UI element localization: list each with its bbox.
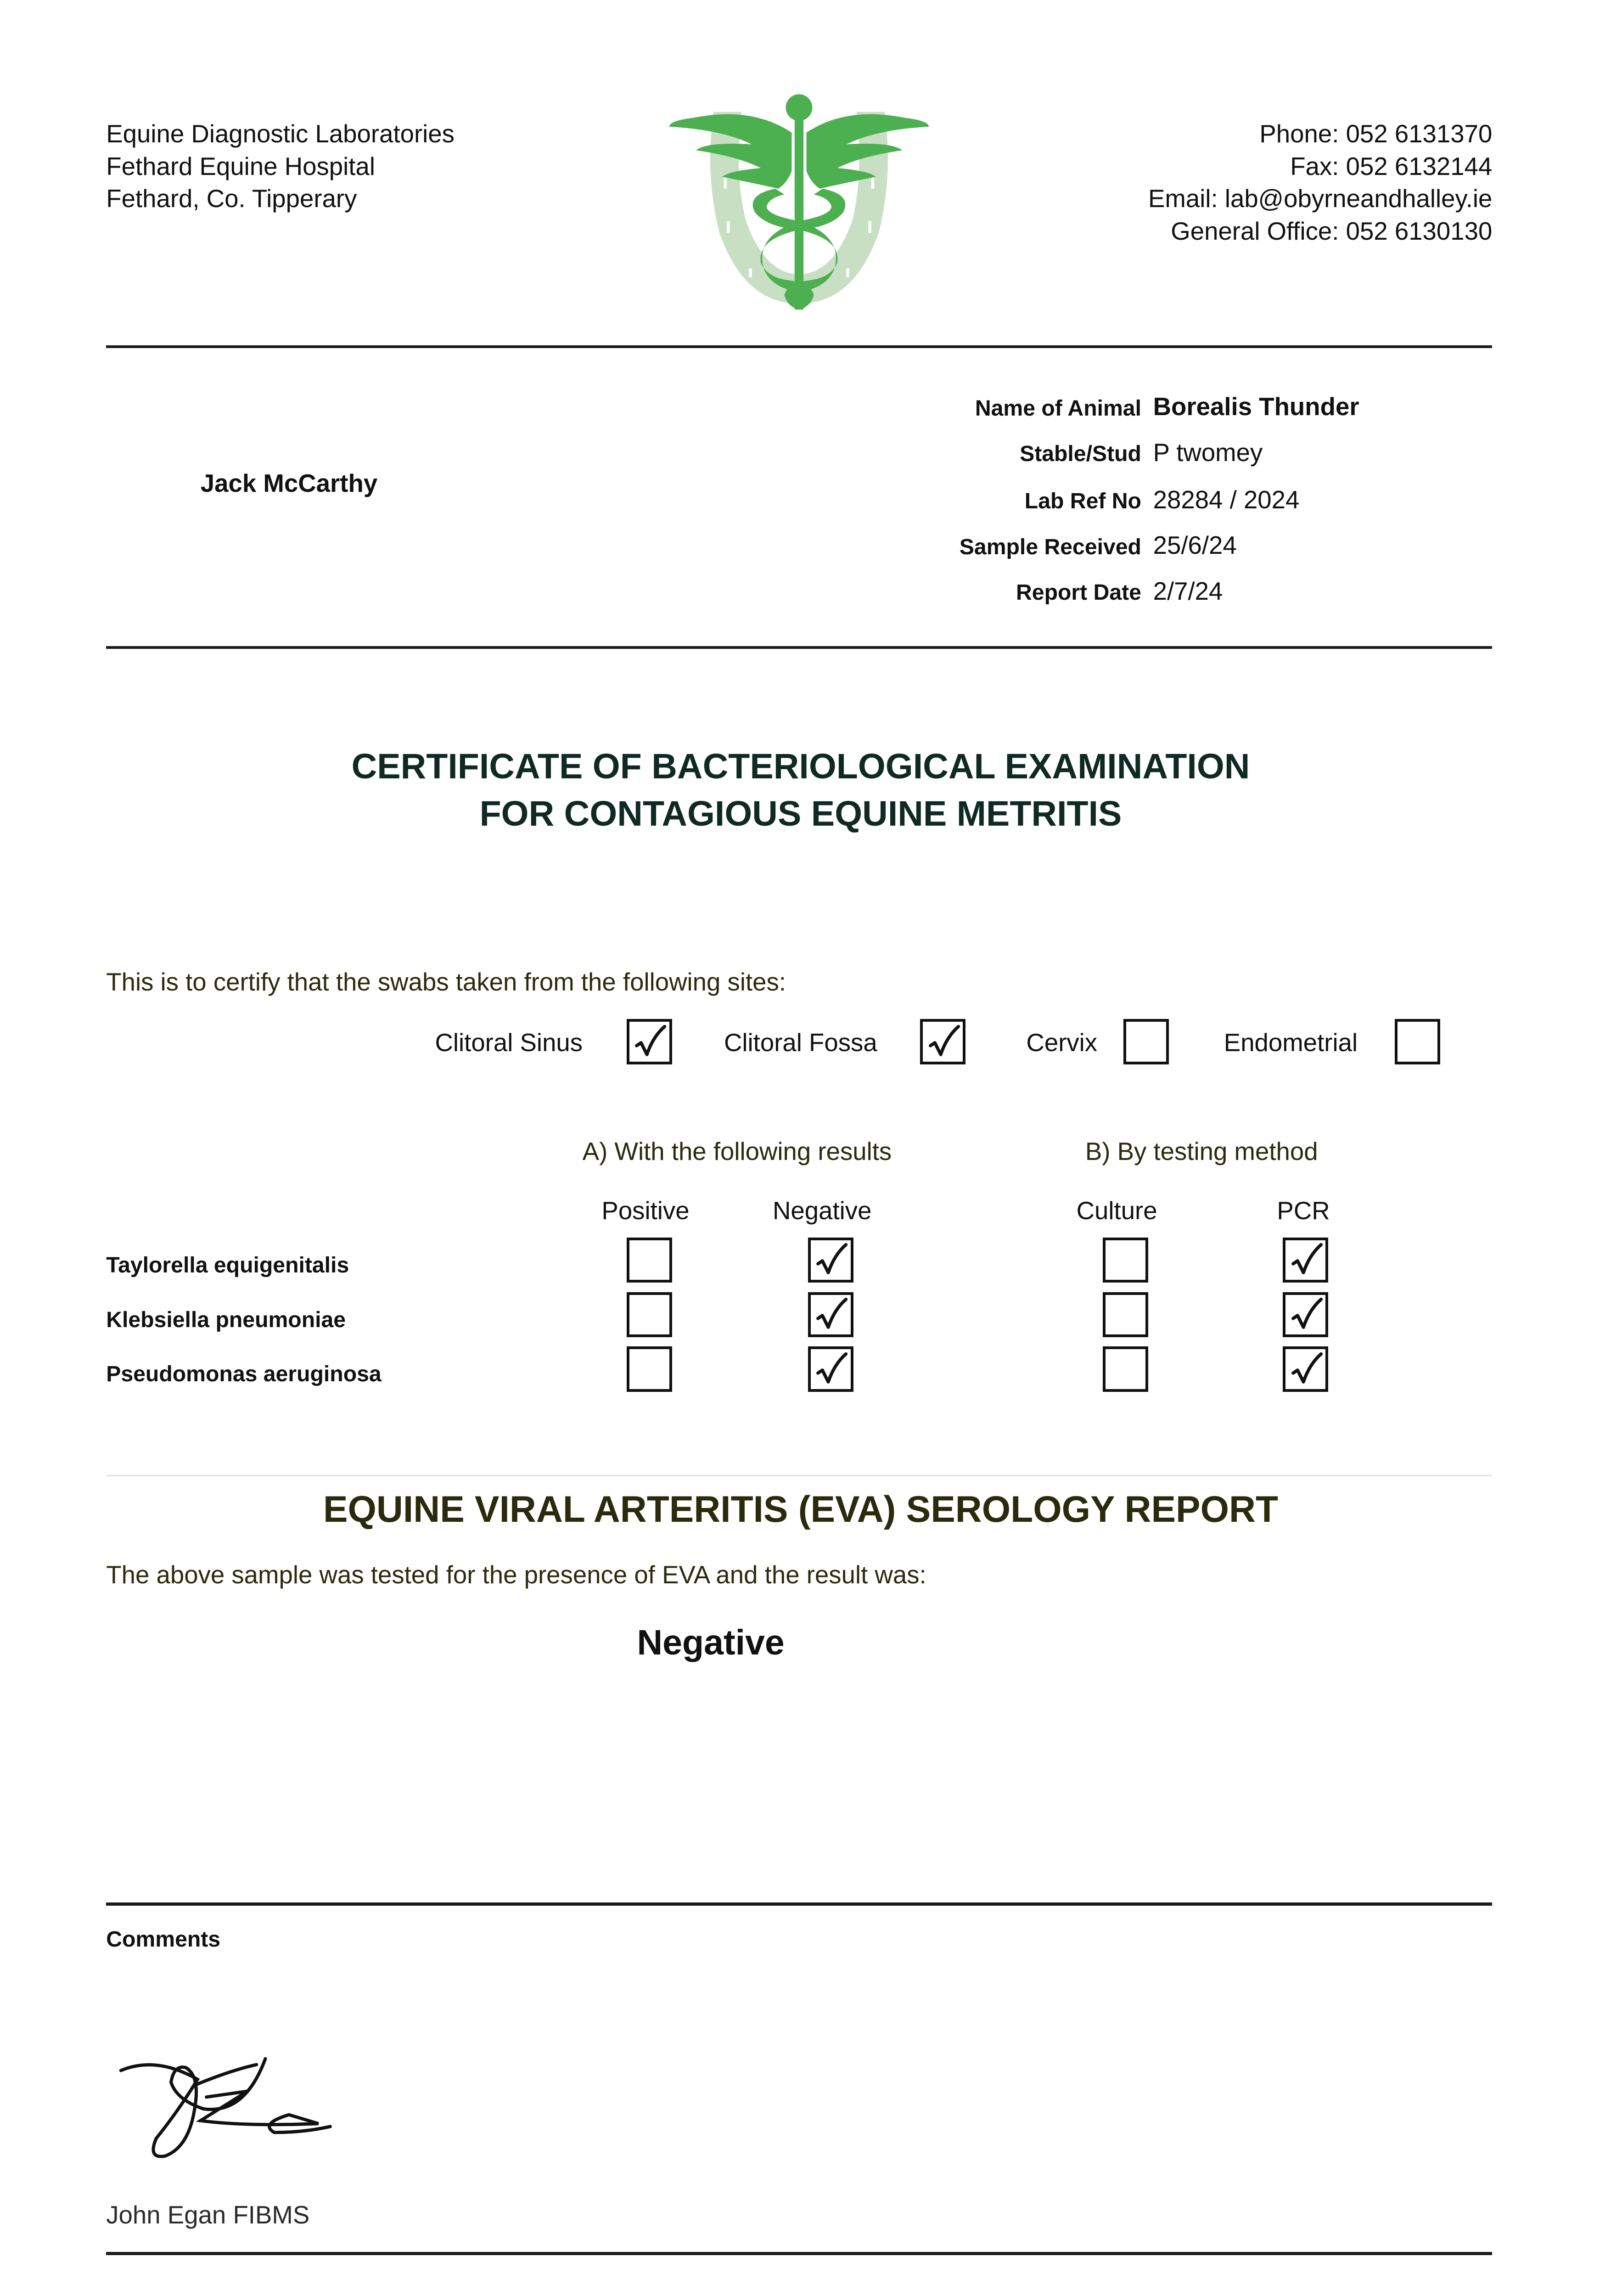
column-header-positive: Positive: [601, 1196, 690, 1225]
comments-label: Comments: [106, 1926, 221, 1952]
animal-name: Borealis Thunder: [1153, 393, 1359, 421]
checkmark-icon: [1291, 1352, 1323, 1384]
client-name: Jack McCarthy: [200, 469, 378, 498]
stable-stud: P twomey: [1153, 438, 1263, 467]
certificate-title: CERTIFICATE OF BACTERIOLOGICAL EXAMINATI…: [351, 747, 1250, 787]
lab-contact: Phone: 052 6131370 Fax: 052 6132144 Emai…: [1148, 119, 1492, 246]
info-label: Stable/Stud: [1020, 441, 1141, 467]
column-header-culture: Culture: [1076, 1196, 1157, 1225]
results-heading: A) With the following results: [582, 1137, 892, 1166]
general-office: General Office: 052 6130130: [1171, 217, 1493, 246]
result-checkbox[interactable]: [808, 1292, 853, 1338]
organism-name: Klebsiella pneumoniae: [106, 1307, 346, 1332]
result-checkbox[interactable]: [1103, 1292, 1149, 1338]
site-label: Cervix: [1026, 1028, 1098, 1057]
checkmark-icon: [635, 1024, 667, 1056]
column-header-negative: Negative: [772, 1196, 872, 1225]
result-checkbox[interactable]: [1283, 1346, 1328, 1392]
divider: [106, 646, 1493, 649]
result-checkbox[interactable]: [808, 1237, 853, 1283]
divider: [106, 345, 1493, 348]
divider: [106, 1902, 1493, 1906]
address-line: Equine Diagnostic Laboratories: [106, 120, 455, 148]
certify-intro: This is to certify that the swabs taken …: [106, 968, 786, 996]
site-checkbox[interactable]: [627, 1019, 672, 1065]
result-checkbox[interactable]: [1103, 1346, 1149, 1392]
email: Email: lab@obyrneandhalley.ie: [1148, 185, 1493, 213]
organism-name: Pseudomonas aeruginosa: [106, 1362, 382, 1387]
organism-name: Taylorella equigenitalis: [106, 1252, 349, 1277]
result-checkbox[interactable]: [1283, 1237, 1328, 1283]
site-checkbox[interactable]: [1123, 1019, 1169, 1065]
info-label: Report Date: [1016, 580, 1141, 605]
checkmark-icon: [1291, 1297, 1323, 1329]
fax: Fax: 052 6132144: [1290, 152, 1493, 180]
section-divider: [106, 1474, 1493, 1476]
checkmark-icon: [816, 1243, 848, 1274]
lab-address: Equine Diagnostic Laboratories Fethard E…: [106, 119, 455, 214]
site-checkbox[interactable]: [1395, 1019, 1441, 1065]
info-label: Name of Animal: [975, 395, 1141, 421]
checkmark-icon: [1291, 1243, 1323, 1274]
address-line: Fethard Equine Hospital: [106, 152, 375, 180]
address-line: Fethard, Co. Tipperary: [106, 185, 357, 213]
result-checkbox[interactable]: [627, 1292, 672, 1338]
checkmark-icon: [928, 1024, 960, 1056]
method-heading: B) By testing method: [1085, 1137, 1318, 1166]
report-date: 2/7/24: [1153, 577, 1223, 605]
info-label: Lab Ref No: [1024, 489, 1141, 514]
sample-received: 25/6/24: [1153, 531, 1237, 560]
checkmark-icon: [816, 1297, 848, 1329]
caduceus-logo: [669, 94, 929, 310]
site-label: Endometrial: [1224, 1028, 1358, 1057]
result-checkbox[interactable]: [627, 1346, 672, 1392]
result-checkbox[interactable]: [808, 1346, 853, 1392]
result-checkbox[interactable]: [627, 1237, 672, 1283]
site-label: Clitoral Sinus: [435, 1028, 583, 1057]
signature: [119, 2057, 332, 2158]
certificate-subtitle: FOR CONTAGIOUS EQUINE METRITIS: [479, 793, 1122, 833]
divider: [106, 2252, 1493, 2255]
info-label: Sample Received: [959, 534, 1141, 559]
eva-text: The above sample was tested for the pres…: [106, 1561, 926, 1589]
column-header-pcr: PCR: [1277, 1196, 1330, 1225]
eva-result: Negative: [637, 1622, 785, 1662]
signatory-name: John Egan FIBMS: [106, 2201, 310, 2229]
result-checkbox[interactable]: [1103, 1237, 1149, 1283]
site-checkbox[interactable]: [920, 1019, 965, 1065]
site-label: Clitoral Fossa: [724, 1028, 877, 1057]
lab-ref: 28284 / 2024: [1153, 485, 1300, 514]
checkmark-icon: [816, 1352, 848, 1384]
eva-title: EQUINE VIRAL ARTERITIS (EVA) SEROLOGY RE…: [323, 1488, 1279, 1530]
result-checkbox[interactable]: [1283, 1292, 1328, 1338]
phone: Phone: 052 6131370: [1259, 120, 1493, 148]
